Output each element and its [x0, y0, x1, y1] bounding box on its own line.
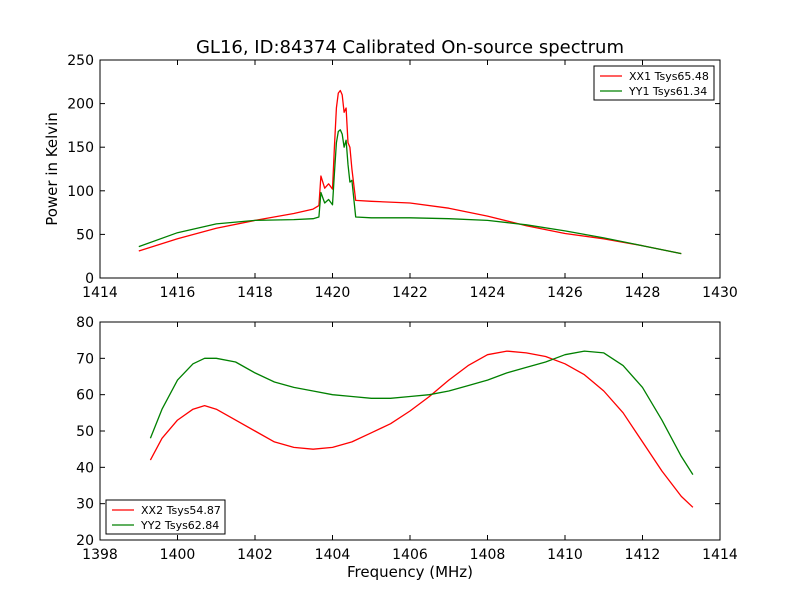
legend-box — [105, 499, 226, 535]
x-tick-label: 1410 — [547, 547, 583, 563]
series-line-1 — [138, 89, 682, 255]
x-tick-label: 1426 — [547, 285, 583, 301]
series-line-2 — [138, 129, 682, 255]
y-tick-label: 50 — [76, 227, 94, 243]
y-tick-label: 60 — [76, 388, 94, 404]
bottom-axes: 1398 1400 1402 1404 1406 1408 1410 1412 1414 20 30… — [76, 315, 738, 563]
legend-label-2: YY2 Tsys62.84 — [140, 519, 219, 532]
legend-box — [593, 65, 715, 101]
legend-label-2: YY1 Tsys61.34 — [628, 85, 707, 98]
x-tick-label: 1406 — [392, 547, 428, 563]
x-tick-label: 1416 — [160, 285, 196, 301]
x-tick-label: 1418 — [237, 285, 273, 301]
x-tick-label: 1424 — [470, 285, 506, 301]
y-tick-label: 200 — [67, 97, 94, 113]
series-line-1 — [149, 350, 694, 508]
x-tick-label: 1414 — [82, 285, 118, 301]
top-ylabel: Power in Kelvin — [43, 112, 61, 226]
legend-label-1: XX2 Tsys54.87 — [141, 504, 221, 517]
legend: XX2 Tsys54.87 YY2 Tsys62.84 — [105, 499, 226, 535]
legend-label-1: XX1 Tsys65.48 — [629, 70, 709, 83]
y-tick-label: 70 — [76, 351, 94, 367]
series-line-2 — [149, 350, 694, 475]
x-tick-label: 1414 — [702, 547, 738, 563]
y-tick-label: 150 — [67, 140, 94, 156]
top-axes: 1414 1416 1418 1420 1422 1424 1426 1428 1430 0 50 1… — [67, 53, 738, 301]
x-tick-label: 1398 — [82, 547, 118, 563]
y-tick-label: 40 — [76, 460, 94, 476]
y-tick-label: 80 — [76, 315, 94, 331]
y-tick-label: 250 — [67, 53, 94, 69]
y-tick-label: 0 — [85, 271, 94, 287]
x-tick-label: 1430 — [702, 285, 738, 301]
bottom-xlabel: Frequency (MHz) — [347, 563, 473, 581]
x-tick-label: 1420 — [315, 285, 351, 301]
y-tick-label: 100 — [67, 184, 94, 200]
x-tick-label: 1428 — [625, 285, 661, 301]
x-tick-label: 1412 — [625, 547, 661, 563]
x-tick-label: 1400 — [160, 547, 196, 563]
chart-title: GL16, ID:84374 Calibrated On-source spec… — [196, 37, 624, 58]
x-tick-label: 1404 — [315, 547, 351, 563]
legend: XX1 Tsys65.48 YY1 Tsys61.34 — [593, 65, 715, 101]
x-tick-label: 1422 — [392, 285, 428, 301]
y-tick-label: 30 — [76, 497, 94, 513]
y-tick-label: 50 — [76, 424, 94, 440]
x-tick-label: 1408 — [470, 547, 506, 563]
x-tick-label: 1402 — [237, 547, 273, 563]
y-tick-label: 20 — [76, 533, 94, 549]
